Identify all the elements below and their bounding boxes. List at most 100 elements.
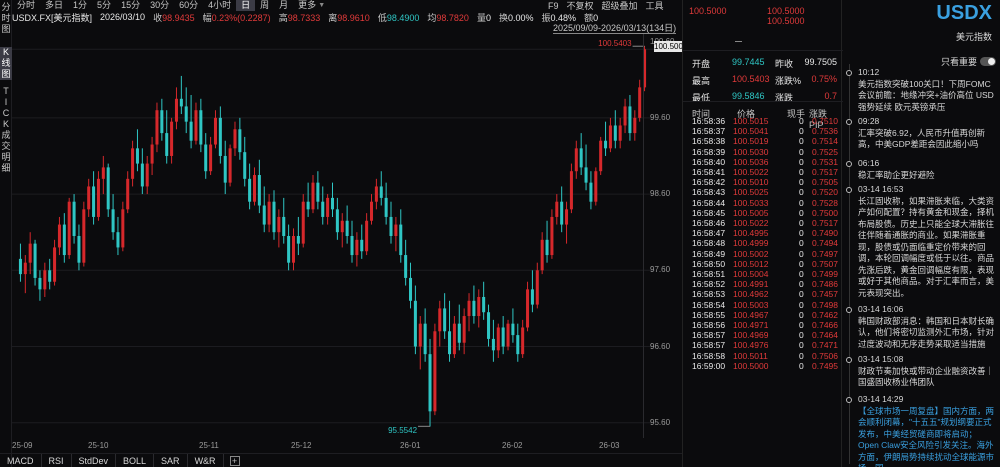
chevron-down-icon: ▼ bbox=[318, 2, 326, 9]
news-item[interactable]: 06:16 稳汇率助企更好避险 bbox=[842, 158, 1000, 181]
trade-cell: 0 bbox=[799, 197, 804, 208]
news-item[interactable]: 03-14 15:08 财政节奏加快或带动企业融资改善｜国盛固收杨业伟团队 bbox=[842, 354, 1000, 389]
candle-body bbox=[472, 300, 476, 317]
candle bbox=[428, 338, 432, 427]
add-indicator-icon[interactable]: + bbox=[229, 455, 240, 466]
trade-cell: 0 bbox=[799, 207, 804, 218]
side-tab-char: K bbox=[2, 47, 9, 57]
toolbar-right-0[interactable]: F9 bbox=[548, 0, 559, 11]
candle bbox=[448, 300, 452, 362]
news-item[interactable]: 10:12 美元指数突破100关口！下周FOMC会议前瞻：地缘冲突+油价高位 US… bbox=[842, 67, 1000, 113]
only-important-toggle[interactable]: 只看重要 bbox=[941, 55, 996, 68]
side-tab-char: C bbox=[2, 108, 10, 118]
news-item[interactable]: 09:28 汇率突破6.92，人民币升值再创新高，中美GDP差距会因此缩小吗 bbox=[842, 116, 1000, 151]
candle-body bbox=[311, 182, 315, 210]
candle bbox=[560, 186, 564, 233]
candle bbox=[394, 216, 398, 252]
candle bbox=[365, 213, 369, 256]
news-item[interactable]: 03-14 14:29 【全球市场一周复盘】国内方面，两会顺利闭幕，"十五五"规划… bbox=[842, 394, 1000, 467]
candle-body bbox=[194, 110, 198, 141]
trade-cell: 16:58:57 bbox=[692, 330, 726, 341]
instrument-title: USDX bbox=[936, 2, 992, 24]
toolbar-right-3[interactable]: 工具 bbox=[645, 1, 664, 11]
period-tab-0[interactable]: 分时 bbox=[17, 0, 36, 10]
candle-body bbox=[638, 87, 642, 118]
trade-cell: 16:58:43 bbox=[692, 187, 726, 198]
indicator-tab-stddev[interactable]: StdDev bbox=[72, 453, 117, 467]
candle-body bbox=[491, 338, 495, 351]
trade-cell: 16:59:00 bbox=[692, 360, 726, 371]
candle bbox=[257, 159, 261, 214]
candle bbox=[296, 216, 300, 256]
indicator-tab-wr[interactable]: W&R bbox=[188, 453, 224, 467]
period-tab-6[interactable]: 60分 bbox=[179, 0, 199, 10]
period-tab-7[interactable]: 4小时 bbox=[208, 0, 232, 10]
candle-body bbox=[360, 239, 364, 252]
candle bbox=[389, 201, 393, 244]
news-list[interactable]: 10:12 美元指数突破100关口！下周FOMC会议前瞻：地缘冲突+油价高位 US… bbox=[842, 64, 1000, 467]
candle-body bbox=[633, 117, 637, 134]
side-tab-3[interactable]: 成交明细 bbox=[0, 130, 12, 174]
period-tab-8[interactable]: 日 bbox=[236, 0, 256, 11]
candle-body bbox=[399, 224, 403, 256]
candle-body bbox=[330, 197, 335, 210]
trade-cell: 16:58:39 bbox=[692, 146, 726, 157]
period-tab-9[interactable]: 周 bbox=[260, 0, 270, 10]
indicator-tab-macd[interactable]: MACD bbox=[0, 453, 42, 467]
period-tab-11[interactable]: 更多 bbox=[298, 0, 317, 10]
price-tick-label: 99.60 bbox=[650, 112, 671, 122]
period-tab-1[interactable]: 多日 bbox=[45, 0, 64, 10]
trade-cell: 100.5002 bbox=[733, 248, 769, 259]
toolbar-right-2[interactable]: 超级叠加 bbox=[601, 1, 638, 11]
table-row: 16:58:36 100.5015 0 0.7510 bbox=[683, 116, 843, 127]
period-tab-10[interactable]: 月 bbox=[279, 0, 289, 10]
news-time: 06:16 bbox=[858, 158, 880, 168]
trade-cell: 0 bbox=[799, 228, 804, 239]
indicator-tab-boll[interactable]: BOLL bbox=[116, 453, 155, 467]
candle bbox=[516, 323, 520, 362]
candle bbox=[209, 136, 213, 176]
period-tab-5[interactable]: 30分 bbox=[150, 0, 170, 10]
candle bbox=[316, 171, 320, 210]
candle-body bbox=[53, 247, 57, 282]
table-row: 16:58:40 100.5036 0 0.7531 bbox=[683, 157, 843, 168]
last-price-tag: 100.500 bbox=[654, 41, 683, 52]
trade-cell: 100.5030 bbox=[733, 146, 769, 157]
candle bbox=[199, 98, 203, 153]
period-tab-4[interactable]: 15分 bbox=[121, 0, 141, 10]
table-row: 16:58:47 100.4995 0 0.7490 bbox=[683, 228, 843, 239]
trade-cell: 0 bbox=[799, 248, 804, 259]
period-tab-2[interactable]: 1分 bbox=[73, 0, 88, 10]
side-tab-0[interactable]: 分时图 bbox=[0, 2, 12, 35]
candle bbox=[643, 46, 647, 92]
trade-cell: 0.7525 bbox=[812, 146, 838, 157]
candle bbox=[96, 171, 100, 221]
date-range-label[interactable]: 2025/09/09-2026/03/13(134日) bbox=[553, 23, 677, 34]
toggle-switch-icon[interactable] bbox=[980, 57, 996, 66]
trade-cell: 16:58:46 bbox=[692, 218, 726, 228]
candle bbox=[106, 163, 110, 217]
side-tab-char: T bbox=[3, 86, 9, 96]
candle-body bbox=[33, 243, 37, 278]
news-item[interactable]: 03-14 16:53 长江固收称，如果滞胀来临，大类资产如何配置？持有黄金和现金… bbox=[842, 184, 1000, 299]
trade-cell: 16:58:50 bbox=[692, 258, 726, 269]
trade-cell: 0.7486 bbox=[812, 279, 838, 290]
candle-body bbox=[569, 171, 573, 210]
indicator-tab-sar[interactable]: SAR bbox=[154, 453, 188, 467]
news-item[interactable]: 03-14 16:06 韩国财政部消息：韩国和日本财长确认，他们将密切监测外汇市场… bbox=[842, 304, 1000, 350]
candle bbox=[238, 117, 242, 160]
news-text: 汇率突破6.92，人民币升值再创新高，中美GDP差距会因此缩小吗 bbox=[858, 127, 986, 150]
period-tab-3[interactable]: 5分 bbox=[97, 0, 112, 10]
trade-cell: 100.5012 bbox=[733, 258, 769, 269]
candle bbox=[179, 75, 183, 115]
bar-icon[interactable] bbox=[735, 41, 742, 42]
candle-body bbox=[433, 331, 437, 412]
indicator-tab-rsi[interactable]: RSI bbox=[42, 453, 72, 467]
candle bbox=[174, 87, 178, 130]
date-tick-label: 25-10 bbox=[88, 441, 109, 450]
candlestick-chart[interactable]: 100.5403 95.5542 bbox=[12, 34, 655, 438]
toolbar-right-1[interactable]: 不复权 bbox=[566, 1, 594, 11]
candle-body bbox=[321, 201, 325, 217]
